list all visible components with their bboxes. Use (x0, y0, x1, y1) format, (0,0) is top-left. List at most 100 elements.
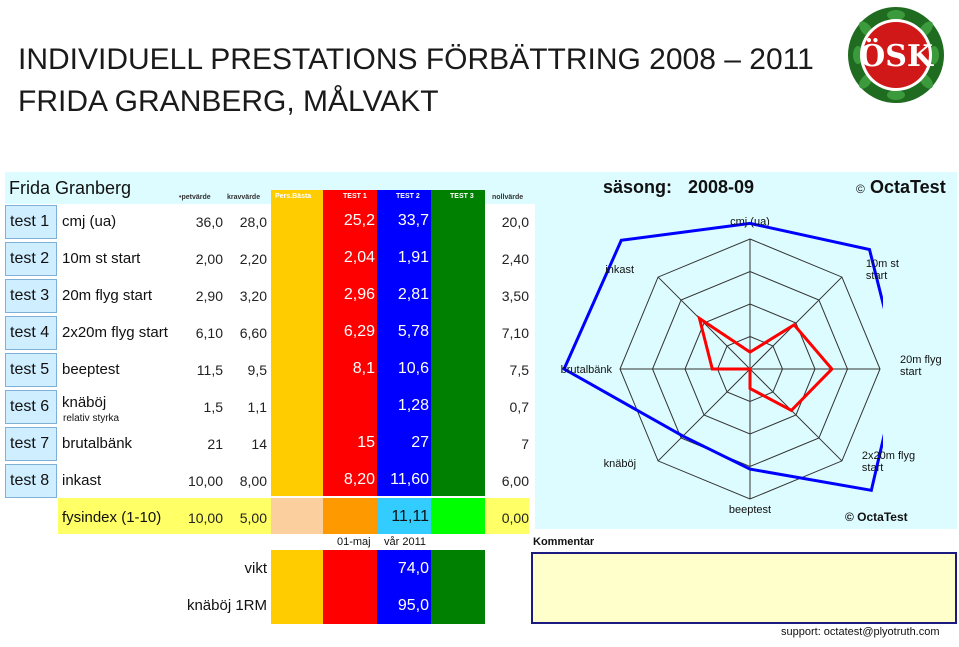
knaboj-1rm-value: 95,0 (397, 597, 429, 614)
date-label: 01-maj (337, 536, 371, 548)
vikt-value: 74,0 (397, 560, 429, 577)
test3-column (431, 190, 485, 496)
cell-test1: 25,2 (343, 212, 375, 229)
col-header-requirement: kravvärde (227, 194, 261, 201)
cell-test2: 1,91 (397, 249, 429, 266)
cell-target: 36,0 (195, 214, 223, 230)
cell-requirement: 1,1 (247, 399, 267, 415)
comment-label: Kommentar (533, 536, 595, 548)
vikt-label: vikt (244, 560, 268, 577)
cell-test2: 33,7 (397, 212, 429, 229)
cell-zero: 3,50 (501, 288, 529, 304)
row-label: inkast (62, 472, 102, 489)
radar-axis-label: beeptest (729, 504, 771, 516)
cell-test1: 6,29 (343, 323, 375, 340)
row-label: brutalbänk (62, 435, 133, 452)
row-label: beeptest (62, 361, 120, 378)
logo-text: ÖSK (859, 37, 934, 74)
radar-watermark: © OctaTest (845, 510, 908, 524)
cell-target: 10,00 (187, 473, 223, 489)
test-box: test 2 (5, 242, 57, 276)
row-label: cmj (ua) (62, 213, 117, 230)
lower-test1 (323, 550, 377, 624)
test-box: test 6 (5, 390, 57, 424)
comment-box[interactable] (531, 552, 957, 624)
cell-requirement: 28,0 (239, 214, 267, 230)
test2-column (377, 190, 431, 496)
cell-zero: 20,0 (501, 214, 529, 230)
cell-requirement: 3,20 (239, 288, 267, 304)
fysindex-test2 (377, 498, 431, 534)
radar-spoke (657, 368, 751, 462)
cell-target: 11,5 (196, 362, 223, 378)
radar-axis-label: 10m st start (866, 258, 899, 282)
cell-target: 1,5 (203, 399, 223, 415)
fysindex-zero: 0,00 (501, 510, 529, 526)
cell-test1: 8,20 (343, 471, 375, 488)
header-band-right (529, 172, 957, 204)
fysindex-band (58, 498, 271, 534)
test-box: test 4 (5, 316, 57, 350)
cell-zero: 7,5 (509, 362, 529, 378)
col-header-zero: nollvärde (492, 194, 524, 201)
cell-requirement: 6,60 (239, 325, 267, 341)
test-box: test 3 (5, 279, 57, 313)
cell-test2: 27 (411, 434, 429, 451)
fysindex-label: fysindex (1-10) (62, 509, 162, 526)
cell-zero: 7,10 (501, 325, 529, 341)
radar-axis-label: cmj (ua) (730, 216, 770, 228)
radar-spoke (749, 276, 843, 370)
cell-test2: 1,28 (397, 397, 429, 414)
radar-background (535, 204, 957, 529)
radar-axis-label: knäböj (604, 458, 636, 470)
copyright-symbol: © (856, 182, 865, 196)
row-label: 2x20m flyg start (62, 324, 168, 341)
col-header-test3: TEST 3 (450, 193, 474, 200)
lower-test2 (377, 550, 431, 624)
fysindex-zero-band (485, 498, 529, 534)
octatest-sheet: Frida Granberg •petvärde kravvärde nollv… (5, 172, 957, 642)
radar-series-test-1 (697, 315, 834, 413)
cell-zero: 0,7 (509, 399, 529, 415)
lower-pers-best (271, 550, 323, 624)
pers-best-column (271, 190, 323, 496)
row-label: 20m flyg start (62, 287, 153, 304)
brand-name: OctaTest (870, 177, 946, 197)
support-email: support: octatest@plyotruth.com (781, 626, 940, 638)
row-label: knäböj (62, 394, 107, 411)
col-header-pers-best: Pers.Bästa (275, 193, 312, 200)
cell-requirement: 8,00 (239, 473, 267, 489)
fysindex-test3 (431, 498, 485, 534)
cell-requirement: 9,5 (247, 362, 267, 378)
cell-target: 2,00 (195, 251, 223, 267)
date-value: vår 2011 (384, 536, 426, 548)
lower-test3 (431, 550, 485, 624)
cell-test1: 8,1 (352, 360, 375, 377)
season-label: säsong: (603, 177, 673, 197)
cell-test2: 2,81 (397, 286, 429, 303)
page-title: INDIVIDUELL PRESTATIONS FÖRBÄTTRING 2008… (18, 43, 814, 76)
cell-zero: 6,00 (501, 473, 529, 489)
radar-axis-label: 2x20m flyg start (862, 450, 915, 474)
radar-series-test-2 (562, 221, 883, 493)
row-label: 10m st start (62, 250, 141, 267)
knaboj-1rm-label: knäböj 1RM (186, 597, 267, 614)
radar-series (562, 221, 883, 493)
radar-chart: cmj (ua) 10m st start 20m flyg start 2x20m fl… (535, 204, 957, 529)
season-value: 2008-09 (688, 177, 755, 197)
radar-axis-label: 20m flyg start (900, 354, 942, 378)
cell-test2: 11,60 (390, 471, 429, 488)
fysindex-pers-best (271, 498, 323, 534)
col-header-target: •petvärde (179, 194, 211, 201)
test-box: test 7 (5, 427, 57, 461)
cell-zero: 2,40 (501, 251, 529, 267)
radar-axis-label: brutalbänk (561, 364, 613, 376)
club-crest-icon: ÖSK (848, 7, 944, 103)
radar-axis-labels: cmj (ua) 10m st start 20m flyg start 2x20m fl… (561, 216, 942, 516)
cell-test1: 2,04 (343, 249, 375, 266)
test-box: test 1 (5, 205, 57, 239)
row-sublabel: relativ styrka (63, 413, 120, 424)
radar-spoke (749, 368, 843, 462)
test1-column (323, 190, 377, 496)
cell-requirement: 14 (251, 436, 267, 452)
